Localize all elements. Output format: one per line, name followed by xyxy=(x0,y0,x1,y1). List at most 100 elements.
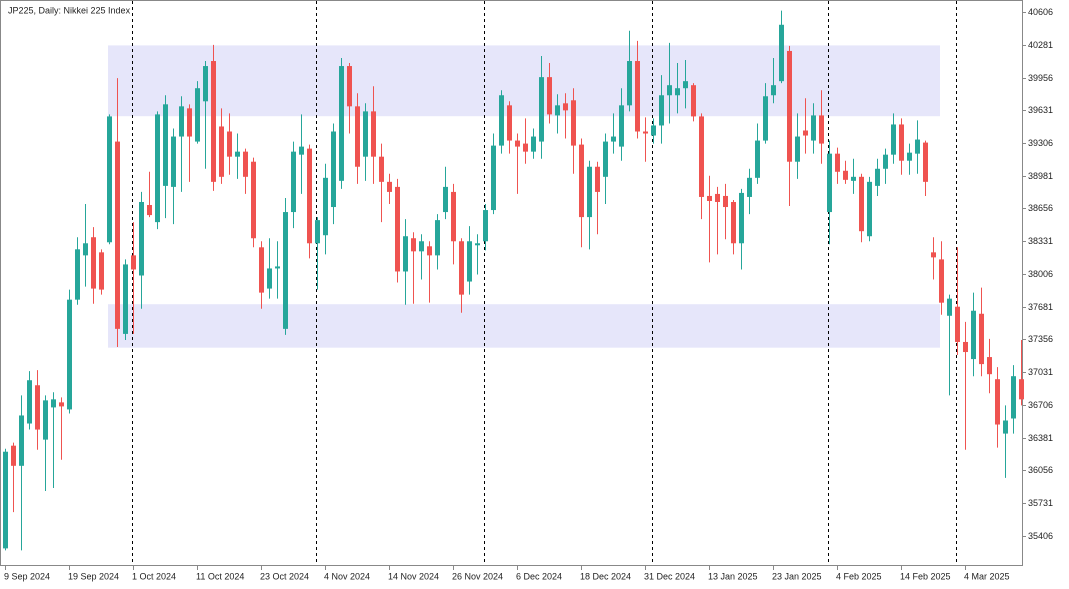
candle-body xyxy=(627,61,632,106)
candle-body xyxy=(51,399,56,408)
candle-body xyxy=(955,306,960,342)
candle-body xyxy=(699,116,704,197)
candle-body xyxy=(355,106,360,167)
candle-body xyxy=(707,195,712,201)
candle-body xyxy=(75,249,80,300)
candle-body xyxy=(267,268,272,289)
candle-body xyxy=(11,445,16,466)
candle-body xyxy=(195,88,200,142)
candle-body xyxy=(603,141,608,177)
candle-body xyxy=(675,88,680,96)
candle-body xyxy=(843,170,848,180)
candle-body xyxy=(435,220,440,256)
candle-body xyxy=(979,313,984,365)
candle-body xyxy=(931,252,936,258)
x-tick-label: 9 Sep 2024 xyxy=(4,571,50,581)
candle-body xyxy=(555,105,560,116)
candle-body xyxy=(259,247,264,293)
candle-body xyxy=(387,181,392,192)
candle-body xyxy=(811,115,816,141)
candle-body xyxy=(731,201,736,244)
candle-body xyxy=(91,237,96,289)
candle-body xyxy=(419,241,424,252)
candle-body xyxy=(371,111,376,157)
candle-body xyxy=(411,238,416,252)
x-tick-label: 4 Feb 2025 xyxy=(836,571,882,581)
y-tick-label: 36056 xyxy=(1028,465,1053,475)
candle-body xyxy=(283,212,288,329)
candle-body xyxy=(763,96,768,141)
candle-body xyxy=(1003,420,1008,434)
candle-body xyxy=(99,252,104,290)
y-tick-label: 38006 xyxy=(1028,269,1053,279)
candle-body xyxy=(467,241,472,282)
candle-body xyxy=(987,357,992,375)
zone xyxy=(108,304,940,348)
candle-body xyxy=(443,186,448,213)
candle-body xyxy=(875,168,880,186)
zone xyxy=(108,45,940,117)
candle-body xyxy=(963,341,968,353)
candle-body xyxy=(179,106,184,137)
x-tick-label: 4 Mar 2025 xyxy=(964,571,1010,581)
candle-body xyxy=(683,81,688,89)
candle-body xyxy=(131,255,136,270)
candle-body xyxy=(779,24,784,82)
candle-body xyxy=(395,186,400,272)
candle-body xyxy=(155,114,160,223)
candle-body xyxy=(899,124,904,161)
candle-body xyxy=(291,151,296,213)
candle-body xyxy=(795,136,800,162)
candle-body xyxy=(251,161,256,239)
candle-body xyxy=(531,136,536,152)
candle-body xyxy=(827,153,832,213)
y-tick-label: 38656 xyxy=(1028,203,1053,213)
y-tick-label: 37031 xyxy=(1028,367,1053,377)
candle-body xyxy=(299,146,304,155)
candle-body xyxy=(547,77,552,115)
y-tick-label: 39956 xyxy=(1028,73,1053,83)
candle-body xyxy=(859,176,864,232)
candle-body xyxy=(659,95,664,126)
candle-body xyxy=(171,136,176,187)
candle-body xyxy=(819,115,824,144)
x-tick-label: 4 Nov 2024 xyxy=(324,571,370,581)
y-tick-label: 36381 xyxy=(1028,433,1053,443)
candle-body xyxy=(147,205,152,216)
candle-body xyxy=(35,385,40,430)
candle-body xyxy=(43,400,48,440)
y-tick-label: 38331 xyxy=(1028,236,1053,246)
candle-body xyxy=(947,298,952,316)
y-tick-label: 36706 xyxy=(1028,400,1053,410)
candle-body xyxy=(643,131,648,134)
x-tick-label: 23 Oct 2024 xyxy=(260,571,309,581)
y-tick-label: 38981 xyxy=(1028,171,1053,181)
candle-body xyxy=(515,140,520,147)
candle-body xyxy=(891,124,896,155)
candle-body xyxy=(611,136,616,142)
candle-body xyxy=(1019,379,1024,400)
candle-body xyxy=(723,195,728,208)
y-tick-label: 35731 xyxy=(1028,498,1053,508)
candle-body xyxy=(851,176,856,181)
candle-body xyxy=(691,85,696,117)
candle-body xyxy=(243,151,248,177)
candle-body xyxy=(107,116,112,243)
candle-body xyxy=(27,380,32,424)
x-tick-label: 31 Dec 2024 xyxy=(644,571,695,581)
x-tick-label: 26 Nov 2024 xyxy=(452,571,503,581)
candle-body xyxy=(635,61,640,132)
y-tick-label: 40606 xyxy=(1028,7,1053,17)
candle-body xyxy=(227,131,232,157)
y-tick-label: 37356 xyxy=(1028,334,1053,344)
candle-body xyxy=(211,61,216,182)
candle-body xyxy=(571,100,576,146)
candle-body xyxy=(563,103,568,111)
candle-body xyxy=(539,77,544,142)
candle-body xyxy=(339,66,344,181)
x-tick-label: 14 Feb 2025 xyxy=(900,571,951,581)
candle-body xyxy=(771,85,776,96)
candle-body xyxy=(427,246,432,256)
candle-body xyxy=(995,379,1000,425)
